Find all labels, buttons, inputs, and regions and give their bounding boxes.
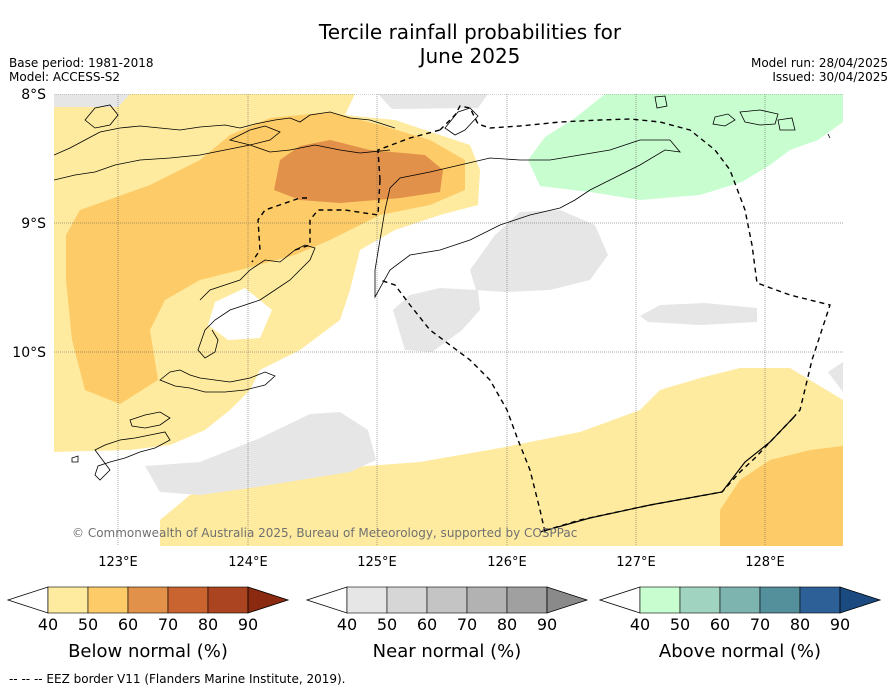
colorbar-near: 40 50 60 70 80 90 Near normal (%)	[305, 586, 589, 662]
model-name: Model: ACCESS-S2	[9, 70, 121, 84]
near-normal-central	[470, 210, 608, 292]
colorbar-above-high-extend	[839, 586, 882, 614]
coastline-flores-alor	[54, 111, 396, 181]
colorbar-below-tick: 50	[78, 615, 98, 634]
colorbar-below-high-extend	[247, 586, 290, 614]
colorbar-below-bin-80	[207, 586, 249, 614]
colorbar-above-bin-60	[719, 586, 761, 614]
colorbar-near-high-extend	[546, 586, 589, 614]
colorbar-near-bin-70	[466, 586, 508, 614]
colorbar-below-bin-70	[167, 586, 209, 614]
near-normal-north-2	[378, 94, 488, 109]
colorbar-below-bin-50	[87, 586, 129, 614]
colorbar-below-bin-60	[127, 586, 169, 614]
colorbar-near-low-extend	[305, 586, 348, 614]
model-run: Model run: 28/04/2025	[750, 56, 888, 70]
colorbar-below-label: Below normal (%)	[68, 641, 228, 662]
lon-labels: 123°E 124°E 125°E 126°E 127°E 128°E	[98, 555, 785, 570]
colorbar-near-bin-60	[426, 586, 468, 614]
coastline-sumba-west	[197, 244, 316, 359]
below-normal-60-70-core	[274, 140, 443, 203]
copyright-text: © Commonwealth of Australia 2025, Bureau…	[72, 526, 577, 540]
issued-date: Issued: 30/04/2025	[772, 70, 888, 84]
coastline-lesser-sunda-north	[84, 104, 281, 146]
colorbar-near-bin-80	[506, 586, 548, 614]
above-normal-40-50-northeast	[528, 94, 843, 200]
colorbar-above-bin-70	[759, 586, 801, 614]
near-normal-central-2	[393, 288, 480, 352]
colorbar-below: 40 50 60 70 80 90 Below normal (%)	[6, 586, 290, 662]
colorbar-near-tick: 80	[497, 615, 517, 634]
colorbar-above-bin-50	[679, 586, 721, 614]
colorbar-below-low-extend	[6, 586, 49, 614]
lat-labels: 8°S 9°S 10°S	[12, 87, 46, 361]
colorbar-near-tick: 50	[377, 615, 397, 634]
lon-label-127: 127°E	[616, 555, 656, 570]
colorbar-above-tick: 60	[710, 615, 730, 634]
lon-label-125: 125°E	[357, 555, 397, 570]
near-normal-southeast	[828, 362, 843, 392]
meta-right: Model run: 28/04/2025 Issued: 30/04/2025	[751, 56, 888, 84]
colorbar-below-tick: 80	[198, 615, 218, 634]
colorbar-near-label: Near normal (%)	[373, 641, 522, 662]
colorbars: 40 50 60 70 80 90 Below normal (%) 40 50 60 70 80 90…	[6, 586, 882, 662]
colorbar-below-tick: 70	[158, 615, 178, 634]
lon-label-128: 128°E	[745, 555, 785, 570]
lon-label-123: 123°E	[98, 555, 138, 570]
eez-footnote: -- -- -- EEZ border V11 (Flanders Marine…	[9, 672, 346, 686]
colorbar-below-tick: 40	[38, 615, 58, 634]
coastline-timor	[374, 139, 681, 299]
near-normal-south	[145, 412, 376, 495]
colorbar-below-tick: 90	[238, 615, 258, 634]
lon-label-124: 124°E	[228, 555, 268, 570]
colorbar-above-tick: 90	[830, 615, 850, 634]
colorbar-above-label: Above normal (%)	[659, 641, 821, 662]
eez-border	[251, 105, 831, 533]
colorbar-near-bin-40	[346, 586, 388, 614]
lat-label-10s: 10°S	[12, 345, 46, 361]
colorbar-above-tick: 50	[670, 615, 690, 634]
map-title: Tercile rainfall probabilities for June …	[0, 20, 896, 68]
colorbar-near-tick: 70	[457, 615, 477, 634]
graticule	[54, 94, 843, 546]
colorbar-above: 40 50 60 70 80 90 Above normal (%)	[598, 586, 882, 662]
title-line-2: June 2025	[419, 44, 521, 68]
colorbar-above-tick: 40	[630, 615, 650, 634]
eez-border-solid	[539, 417, 794, 533]
meta-left: Base period: 1981-2018 Model: ACCESS-S2	[9, 56, 154, 84]
below-normal-50-60-southeast	[720, 446, 843, 546]
map-area: © Commonwealth of Australia 2025, Bureau…	[54, 94, 843, 546]
coastline-rote-sawu	[71, 369, 276, 481]
colorbar-near-tick: 60	[417, 615, 437, 634]
colorbar-below-tick: 60	[118, 615, 138, 634]
colorbar-above-bin-40	[639, 586, 681, 614]
colorbar-above-bin-80	[799, 586, 841, 614]
colorbar-above-tick: 80	[790, 615, 810, 634]
near-normal-north	[54, 94, 130, 107]
colorbar-near-bin-50	[386, 586, 428, 614]
colorbar-near-tick: 40	[337, 615, 357, 634]
colorbar-near-tick: 90	[537, 615, 557, 634]
coastline-east-islands	[444, 95, 831, 139]
lat-label-9s: 9°S	[21, 216, 46, 232]
base-period: Base period: 1981-2018	[9, 56, 154, 70]
colorbar-above-low-extend	[598, 586, 641, 614]
colorbar-above-tick: 70	[750, 615, 770, 634]
coastlines	[54, 95, 831, 481]
colorbar-below-bin-40	[47, 586, 89, 614]
lat-label-8s: 8°S	[21, 87, 46, 103]
near-normal-east	[640, 303, 757, 325]
title-line-1: Tercile rainfall probabilities for	[318, 20, 622, 44]
lon-label-126: 126°E	[487, 555, 527, 570]
